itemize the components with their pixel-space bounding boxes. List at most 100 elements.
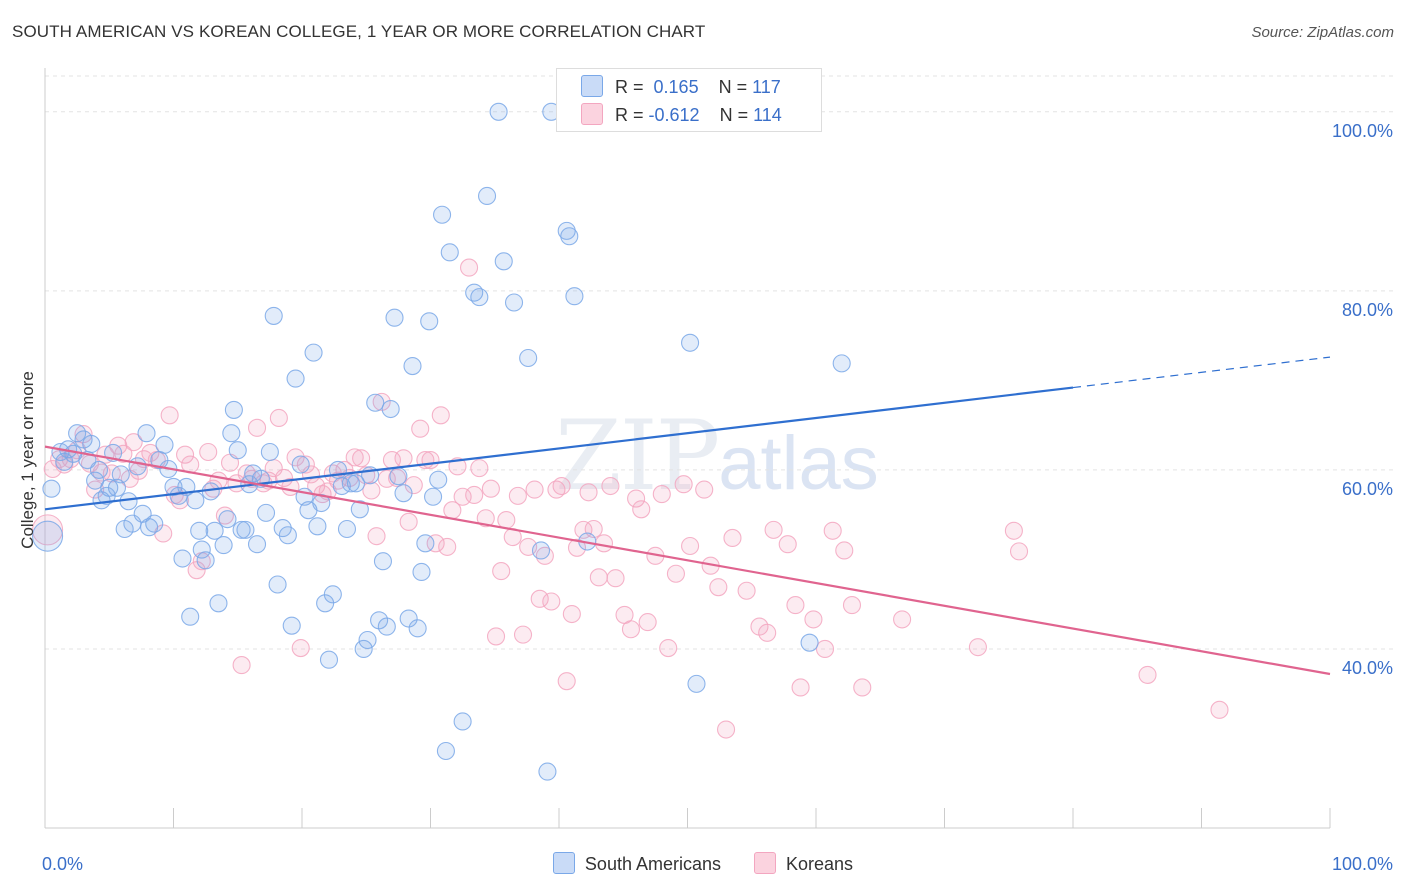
data-point [412,562,431,582]
data-point [346,474,366,493]
data-point [567,538,587,557]
data-point [574,520,593,539]
data-point [525,480,544,499]
data-point [403,357,422,376]
data-point [232,656,251,675]
data-point [492,562,511,581]
legend-n-label: N = [719,105,749,125]
data-point [486,627,506,646]
data-point [968,638,987,657]
data-point [519,348,538,368]
data-point [538,762,557,781]
data-point [470,288,489,307]
data-point [681,333,700,352]
data-point [42,479,61,498]
data-point [652,485,671,504]
data-point [192,540,211,559]
y-tick-label: 100.0% [1332,121,1393,141]
legend-swatch-koreans [581,103,603,125]
y-tick-label: 40.0% [1342,658,1393,678]
data-point [431,406,450,425]
legend-swatch-south-americans [581,75,603,97]
trend-lines [44,356,1331,676]
data-point [420,312,439,331]
legend-n-value: 114 [753,105,782,125]
data-point [32,520,64,552]
data-point [82,434,101,453]
trend-extension [1072,356,1331,389]
data-point [1009,542,1029,561]
data-point [345,448,364,467]
data-point [433,205,452,224]
data-point [589,568,608,587]
data-point [43,459,62,479]
data-point [187,561,206,580]
data-point [557,672,576,691]
data-point [323,585,342,604]
legend-label-koreans: Koreans [786,854,854,874]
data-point [804,610,823,629]
data-point [140,518,159,537]
data-point [214,536,233,555]
data-point [389,467,408,486]
watermark: ZIPatlas [555,400,879,512]
data-point [687,674,706,693]
x-tick-label: 0.0% [42,854,83,874]
data-point [282,616,301,635]
data-point [778,535,797,554]
data-point [594,534,614,553]
data-point [832,354,851,373]
data-point [562,604,581,624]
data-point [100,478,119,497]
legend-item-south-americans: South Americans [552,852,721,875]
data-point [218,510,237,529]
data-point [107,478,127,497]
data-point [367,527,386,546]
data-point [399,609,418,628]
data-point [296,455,315,474]
grid-lines [45,75,1394,650]
data-point [114,444,133,463]
legend-r-value: -0.612 [648,105,700,125]
data-point [416,534,435,553]
legend-n-value: 117 [752,77,781,97]
data-point [354,639,373,659]
data-point [89,460,109,479]
data-point [362,481,381,500]
data-point [758,623,777,642]
data-point [791,678,810,697]
y-tick-label: 80.0% [1342,300,1393,320]
data-point [269,408,288,428]
data-point [681,536,700,556]
data-point [366,393,385,412]
data-point [1210,700,1229,719]
data-point [278,526,297,545]
data-point [709,578,728,597]
data-point [350,500,369,519]
data-point [228,441,247,460]
data-point [489,102,508,121]
data-point [481,479,500,498]
data-point [426,534,445,553]
watermark-atlas: atlas [718,421,879,506]
data-point [155,435,174,454]
data-point [560,227,579,246]
data-point [695,480,714,499]
data-point [459,258,479,277]
data-point [601,476,620,496]
data-point [552,476,571,496]
axes [44,68,1331,829]
legend-swatch-south-americans [552,852,575,874]
data-point [358,630,377,650]
data-point [497,510,516,530]
data-point [224,400,243,419]
legend-swatch-koreans [754,852,777,874]
data-point [286,369,305,388]
data-point [800,633,819,652]
data-point [659,639,678,658]
data-point [399,512,418,531]
data-point [181,607,200,626]
data-point [86,471,105,490]
data-point [737,581,756,600]
